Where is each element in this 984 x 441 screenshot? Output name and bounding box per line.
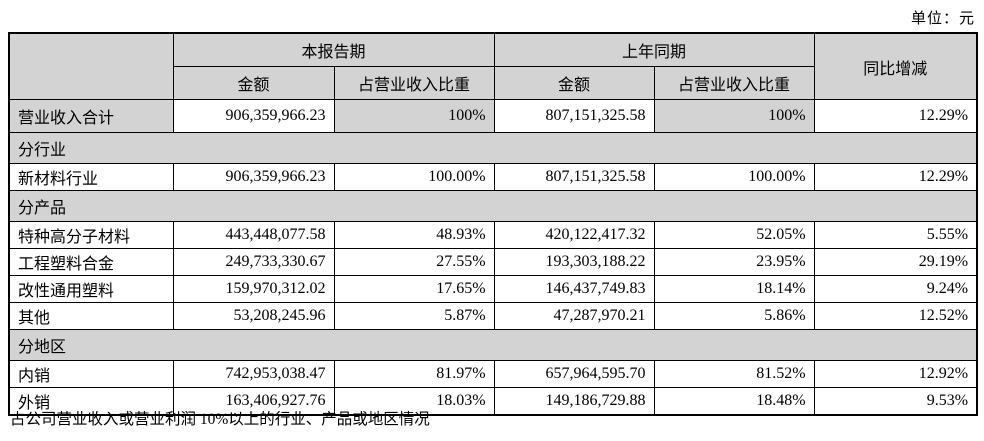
footer-note: 占公司营业收入或营业利润 10%以上的行业、产品或地区情况 [10, 411, 430, 428]
table-row: 营业收入合计 906,359,966.23 100% 807,151,325.58 10… [8, 99, 978, 133]
current-ratio-cell: 81.97% [333, 360, 495, 388]
prior-amount-cell: 146,437,749.83 [493, 275, 655, 303]
current-ratio-cell: 5.87% [333, 302, 495, 330]
section-label-cell: 分产品 [8, 190, 978, 222]
prior-ratio-cell: 81.52% [653, 360, 815, 388]
current-amount-cell: 249,733,330.67 [172, 248, 335, 276]
row-label-cell: 外销 [8, 387, 174, 416]
row-label-cell: 新材料行业 [8, 163, 174, 191]
yoy-cell: 9.53% [813, 387, 978, 416]
header-ratio-prior: 占营业收入比重 [653, 66, 815, 100]
prior-ratio-cell: 18.14% [653, 275, 815, 303]
table-row: 外销 163,406,927.76 18.03% 149,186,729.88 18.4… [8, 387, 978, 416]
current-amount-cell: 906,359,966.23 [172, 163, 335, 191]
current-ratio-cell: 17.65% [333, 275, 495, 303]
prior-amount-cell: 657,964,595.70 [493, 360, 655, 388]
table-row: 新材料行业 906,359,966.23 100.00% 807,151,325.58… [8, 163, 978, 191]
section-row: 分地区 [8, 329, 978, 361]
yoy-cell: 29.19% [813, 248, 978, 276]
table-row: 改性通用塑料 159,970,312.02 17.65% 146,437,749.83… [8, 275, 978, 303]
prior-amount-cell: 193,303,188.22 [493, 248, 655, 276]
row-label-cell: 营业收入合计 [8, 99, 174, 133]
prior-amount-cell: 807,151,325.58 [493, 163, 655, 191]
table-row: 工程塑料合金 249,733,330.67 27.55% 193,303,188.22… [8, 248, 978, 276]
section-label-cell: 分行业 [8, 132, 978, 164]
current-amount-cell: 443,448,077.58 [172, 221, 335, 249]
prior-ratio-cell: 100% [653, 99, 815, 133]
table-row: 其他 53,208,245.96 5.87% 47,287,970.21 5.86% 12… [8, 302, 978, 330]
current-ratio-cell: 100% [333, 99, 495, 133]
table-row: 特种高分子材料 443,448,077.58 48.93% 420,122,417.3… [8, 221, 978, 249]
current-amount-cell: 159,970,312.02 [172, 275, 335, 303]
current-amount-cell: 906,359,966.23 [172, 99, 335, 133]
header-amount-current: 金额 [172, 66, 335, 100]
row-label-cell: 工程塑料合金 [8, 248, 174, 276]
row-label-cell: 内销 [8, 360, 174, 388]
prior-ratio-cell: 23.95% [653, 248, 815, 276]
row-label-cell: 特种高分子材料 [8, 221, 174, 249]
prior-amount-cell: 420,122,417.32 [493, 221, 655, 249]
yoy-cell: 9.24% [813, 275, 978, 303]
current-amount-cell: 53,208,245.96 [172, 302, 335, 330]
section-row: 分行业 [8, 132, 978, 164]
header-amount-prior: 金额 [493, 66, 655, 100]
row-label-cell: 改性通用塑料 [8, 275, 174, 303]
yoy-cell: 12.52% [813, 302, 978, 330]
prior-amount-cell: 807,151,325.58 [493, 99, 655, 133]
section-row: 分产品 [8, 190, 978, 222]
header-prior-period: 上年同期 [493, 32, 815, 67]
table-body: 营业收入合计 906,359,966.23 100% 807,151,325.58 10… [8, 99, 978, 416]
current-ratio-cell: 27.55% [333, 248, 495, 276]
prior-amount-cell: 149,186,729.88 [493, 387, 655, 416]
prior-ratio-cell: 52.05% [653, 221, 815, 249]
table-header: 本报告期 上年同期 同比增减 金额 占营业收入比重 金额 占营业收入比重 [8, 32, 978, 100]
yoy-cell: 12.29% [813, 163, 978, 191]
header-current-period: 本报告期 [172, 32, 495, 67]
current-amount-cell: 163,406,927.76 [172, 387, 335, 416]
header-ratio-current: 占营业收入比重 [333, 66, 495, 100]
revenue-breakdown-table: 本报告期 上年同期 同比增减 金额 占营业收入比重 金额 占营业收入比重 营业收… [8, 32, 979, 416]
header-blank-cell [8, 32, 174, 100]
prior-ratio-cell: 5.86% [653, 302, 815, 330]
unit-label: 单位：元 [910, 11, 975, 27]
header-yoy-change: 同比增减 [813, 32, 978, 100]
prior-ratio-cell: 18.48% [653, 387, 815, 416]
header-row-measures: 金额 占营业收入比重 金额 占营业收入比重 [9, 66, 977, 100]
header-row-periods: 本报告期 上年同期 同比增减 [8, 32, 978, 100]
row-label-cell: 其他 [8, 302, 174, 330]
table-row: 内销 742,953,038.47 81.97% 657,964,595.70 81.5… [8, 360, 978, 388]
prior-amount-cell: 47,287,970.21 [493, 302, 655, 330]
current-ratio-cell: 100.00% [333, 163, 495, 191]
section-label-cell: 分地区 [8, 329, 978, 361]
yoy-cell: 5.55% [813, 221, 978, 249]
yoy-cell: 12.29% [813, 99, 978, 133]
yoy-cell: 12.92% [813, 360, 978, 388]
prior-ratio-cell: 100.00% [653, 163, 815, 191]
current-ratio-cell: 48.93% [333, 221, 495, 249]
current-ratio-cell: 18.03% [333, 387, 495, 416]
current-amount-cell: 742,953,038.47 [172, 360, 335, 388]
